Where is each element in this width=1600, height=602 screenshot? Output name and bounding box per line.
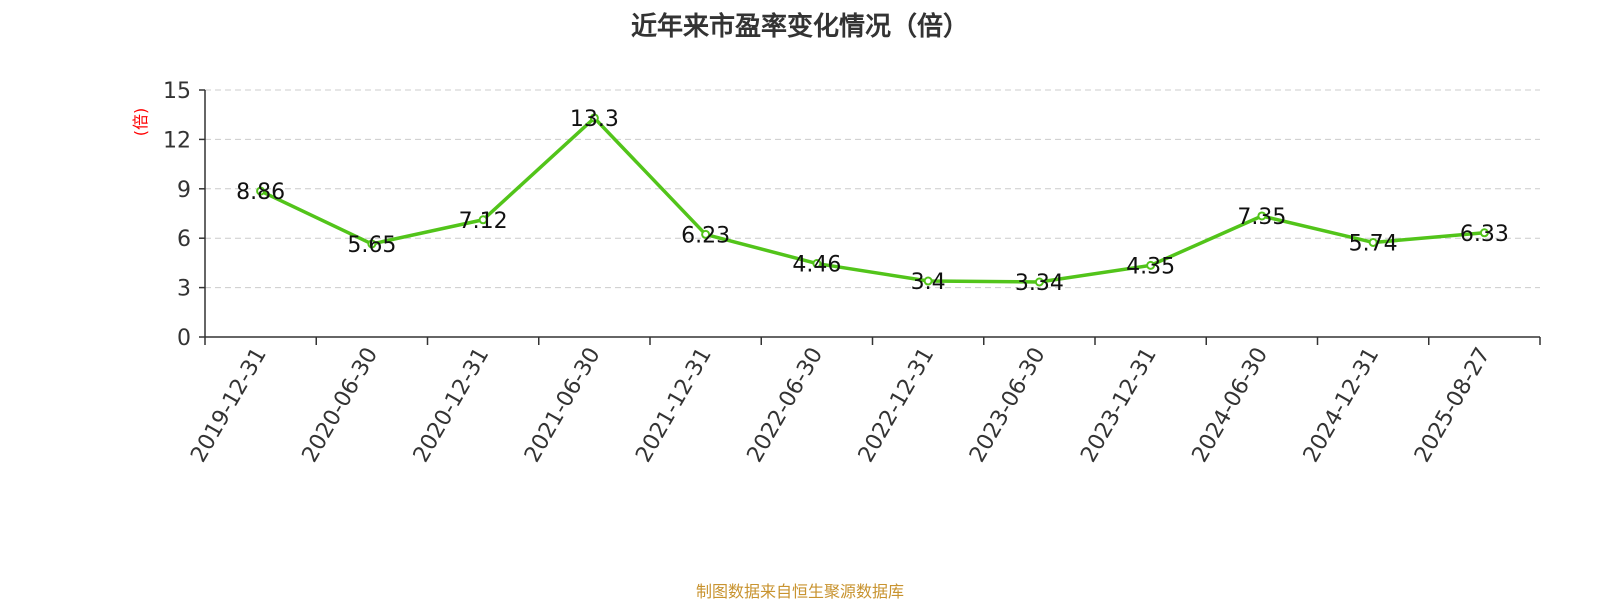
data-point xyxy=(1368,237,1378,247)
data-label: 3.34 xyxy=(1015,271,1064,296)
y-tick-label: 15 xyxy=(163,79,191,104)
data-label: 6.23 xyxy=(681,223,730,248)
x-tick-label: 2021-12-31 xyxy=(631,344,717,467)
x-tick-label: 2020-12-31 xyxy=(409,344,495,467)
data-point xyxy=(1034,277,1044,287)
x-tick-label: 2025-08-27 xyxy=(1410,344,1496,467)
x-tick-label: 2022-12-31 xyxy=(854,344,940,467)
x-tick-label: 2021-06-30 xyxy=(520,344,606,467)
data-label: 6.33 xyxy=(1460,222,1509,247)
series-line xyxy=(259,116,1485,284)
data-point xyxy=(367,239,377,249)
data-label: 7.35 xyxy=(1237,205,1286,230)
data-point xyxy=(478,215,488,225)
x-tick-label: 2023-06-30 xyxy=(965,344,1051,467)
data-label: 4.35 xyxy=(1126,254,1175,279)
x-tick-label: 2024-12-31 xyxy=(1299,344,1385,467)
y-tick-label: 3 xyxy=(177,277,191,302)
chart-title: 近年来市盈率变化情况（倍） xyxy=(630,12,969,42)
x-tick-label: 2022-06-30 xyxy=(742,344,828,467)
data-point xyxy=(589,113,599,123)
axes xyxy=(199,89,1541,345)
data-label: 13.3 xyxy=(570,107,619,132)
x-tick-label: 2024-06-30 xyxy=(1187,344,1273,467)
source-note: 制图数据来自恒生聚源数据库 xyxy=(695,582,904,601)
x-tick-label: 2023-12-31 xyxy=(1076,344,1162,467)
data-point xyxy=(812,259,822,269)
y-axis-unit-label: (倍) xyxy=(131,108,150,137)
data-point xyxy=(923,276,933,286)
data-point xyxy=(1146,260,1156,270)
y-tick-label: 9 xyxy=(177,178,191,203)
data-labels: 8.86 5.65 7.12 13.3 6.23 4.46 3.4 3.34 4.35 7.35 5… xyxy=(236,107,1509,296)
data-point xyxy=(256,186,266,196)
data-point xyxy=(1257,211,1267,221)
data-label: 3.4 xyxy=(911,270,946,295)
y-tick-label: 12 xyxy=(163,128,191,153)
data-label: 4.46 xyxy=(792,253,841,278)
data-point xyxy=(701,229,711,239)
data-label: 5.74 xyxy=(1349,231,1398,256)
data-point xyxy=(1479,228,1489,238)
data-label: 8.86 xyxy=(236,180,285,205)
series-line-layer xyxy=(256,113,1489,287)
grid-lines xyxy=(205,89,1540,289)
x-tick-label: 2019-12-31 xyxy=(186,344,272,467)
data-label: 7.12 xyxy=(459,209,508,234)
x-tick-label: 2020-06-30 xyxy=(297,344,383,467)
y-tick-label: 6 xyxy=(177,227,191,252)
y-tick-label: 0 xyxy=(177,326,191,351)
data-label: 5.65 xyxy=(347,233,396,258)
